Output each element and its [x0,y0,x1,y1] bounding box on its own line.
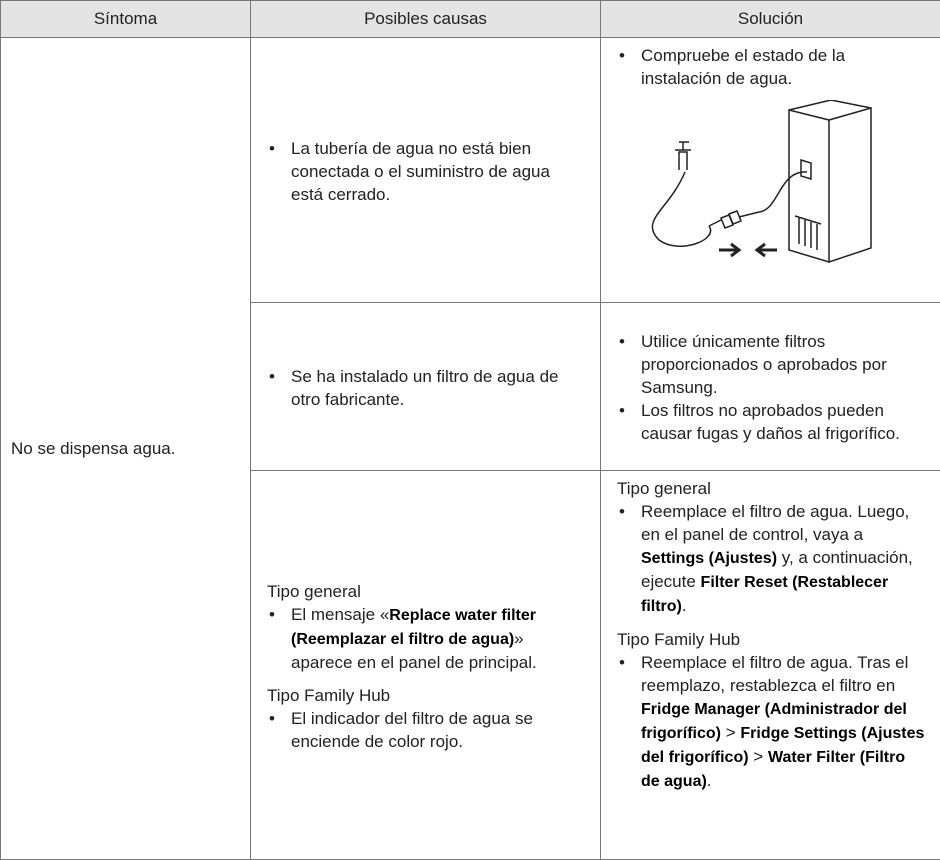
bullet-item: La tubería de agua no está bien conectad… [261,137,586,206]
solution-cell: Tipo general Reemplace el filtro de agua.… [600,470,940,860]
ui-label: Water Filter (Filtro de agua) [641,749,906,790]
cause-cell: La tubería de agua no está bien conectad… [250,37,601,303]
bullet-item: Utilice únicamente filtros proporcionado… [611,330,926,399]
header-row: Síntoma Posibles causas Solución [0,0,940,38]
symptom-cell: No se dispensa agua. [0,37,251,860]
text-run: > [748,747,768,766]
content-group: Tipo general Reemplace el filtro de agua.… [611,477,926,618]
bullet-item: Se ha instalado un filtro de agua de otr… [261,365,586,411]
bullet-list: Utilice únicamente filtros proporcionado… [611,330,926,445]
bullet-item: Reemplace el filtro de agua. Tras el ree… [611,651,926,793]
content-group: La tubería de agua no está bien conectad… [261,137,586,206]
text-run: > [721,723,741,742]
content-group: Tipo Family Hub Reemplace el filtro de ag… [611,628,926,793]
text-run: El indicador del filtro de agua se encie… [291,708,533,751]
content-group: Utilice únicamente filtros proporcionado… [611,330,926,445]
bullet-item: El mensaje «Replace water filter (Reempl… [261,603,586,674]
text-run: Utilice únicamente filtros proporcionado… [641,332,887,397]
text-run: . [681,596,687,615]
content-group: Compruebe el estado de la instalación de… [611,44,926,90]
table-row: Se ha instalado un filtro de agua de otr… [1,302,940,471]
content-group: Tipo generalEl mensaje «Replace water fi… [261,580,586,674]
text-run: Compruebe el estado de la instalación de… [641,46,846,88]
type-heading: Tipo Family Hub [617,630,741,649]
type-heading: Tipo general [267,581,361,601]
text-run: Se ha instalado un filtro de agua de otr… [291,366,559,409]
type-heading: Tipo general [617,479,711,498]
text-run: . [706,771,712,790]
bullet-list: Se ha instalado un filtro de agua de otr… [261,365,586,411]
text-run: » aparece en el panel de principal. [291,628,537,672]
ui-label: Fridge Settings (Ajustes del frigorífico… [641,725,925,766]
bullet-list: Compruebe el estado de la instalación de… [611,44,926,90]
ui-label: Fridge Manager (Administrador del frigor… [641,701,907,742]
bullet-item: El indicador del filtro de agua se encie… [261,707,586,753]
text-run: y, a continuación, ejecute [641,548,913,591]
text-run: Los filtros no aprobados pueden causar f… [641,401,900,443]
content-group: Tipo Family Hub El indicador del filtro d… [261,684,586,753]
solution-cell: Utilice únicamente filtros proporcionado… [600,302,940,471]
bullet-list: Reemplace el filtro de agua. Tras el ree… [611,651,926,793]
bullet-list: Reemplace el filtro de agua. Luego, en e… [611,500,926,618]
text-run: El mensaje « [291,604,390,624]
ui-label: Replace water filter (Reemplazar el filt… [291,606,537,648]
text-run: La tubería de agua no está bien conectad… [291,138,550,204]
table-row: Tipo generalEl mensaje «Replace water fi… [1,470,940,860]
column-header: Solución [600,0,940,38]
solution-cell: Compruebe el estado de la instalación de… [600,37,940,303]
column-header: Síntoma [0,0,251,38]
table-row: No se dispensa agua. La tubería de agua n… [0,37,940,860]
bullet-list: El indicador del filtro de agua se encie… [261,707,586,753]
type-heading: Tipo Family Hub [267,685,391,705]
bullet-item: Compruebe el estado de la instalación de… [611,44,926,90]
cause-cell: Se ha instalado un filtro de agua de otr… [250,302,601,471]
ui-label: Settings (Ajustes) [641,550,778,567]
bullet-item: Los filtros no aprobados pueden causar f… [611,399,926,445]
text-run: Reemplace el filtro de agua. Luego, en e… [641,502,910,544]
ui-label: Filter Reset (Restablecer filtro) [641,574,889,615]
column-header: Posibles causas [250,0,601,38]
bullet-item: Reemplace el filtro de agua. Luego, en e… [611,500,926,618]
bullet-list: La tubería de agua no está bien conectad… [261,137,586,206]
water-connection-illustration [651,100,872,264]
cause-cell: Tipo generalEl mensaje «Replace water fi… [250,470,601,860]
text-run: Reemplace el filtro de agua. Tras el ree… [641,653,909,695]
bullet-list: El mensaje «Replace water filter (Reempl… [261,603,586,674]
content-group: Se ha instalado un filtro de agua de otr… [261,365,586,411]
